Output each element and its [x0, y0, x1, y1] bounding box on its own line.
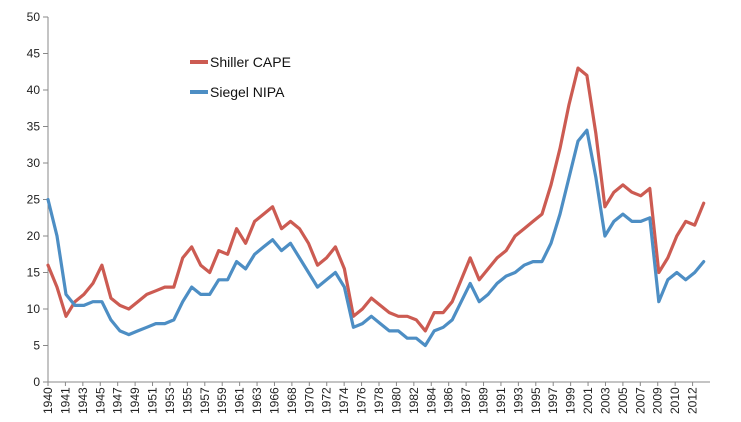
y-tick-label: 30	[27, 156, 41, 170]
x-tick-label: 1970	[302, 387, 316, 414]
x-tick-label: 1961	[233, 387, 247, 414]
x-tick-label: 1959	[215, 387, 229, 414]
series-line-siegel-nipa	[46, 128, 706, 348]
y-tick-label: 45	[27, 47, 41, 61]
y-tick-label: 25	[27, 193, 41, 207]
x-tick-label: 1940	[41, 387, 55, 414]
x-tick-label: 2010	[668, 387, 682, 414]
series-line-shiller-cape	[46, 66, 706, 333]
x-tick-label: 1947	[111, 387, 125, 414]
x-tick-label: 1968	[285, 387, 299, 414]
x-tick-label: 1945	[93, 387, 107, 414]
x-tick-label: 1989	[477, 387, 491, 414]
x-tick-label: 1991	[494, 387, 508, 414]
x-tick-label: 2005	[616, 387, 630, 414]
x-tick-label: 1957	[198, 387, 212, 414]
y-tick-label: 35	[27, 120, 41, 134]
y-tick-label: 20	[27, 229, 41, 243]
x-tick-label: 1943	[76, 387, 90, 414]
x-tick-label: 1982	[407, 387, 421, 414]
x-tick-label: 1976	[355, 387, 369, 414]
x-tick-label: 1995	[529, 387, 543, 414]
x-tick-label: 1984	[424, 387, 438, 414]
x-tick-label: 1966	[267, 387, 281, 414]
y-tick-label: 40	[27, 83, 41, 97]
x-axis: 1940 1941 1943 1945 1947 1949 1951 1953 1955 1957…	[41, 381, 710, 414]
x-tick-label: 2003	[598, 387, 612, 414]
x-tick-label: 1980	[389, 387, 403, 414]
legend-label: Shiller CAPE	[210, 54, 291, 70]
x-tick-label: 1949	[128, 387, 142, 414]
series-layer	[46, 66, 706, 348]
x-tick-label: 2001	[581, 387, 595, 414]
x-tick-label: 1963	[250, 387, 264, 414]
y-tick-label: 0	[33, 375, 40, 389]
x-tick-label: 1986	[442, 387, 456, 414]
x-tick-label: 1972	[320, 387, 334, 414]
y-tick-label: 15	[27, 266, 41, 280]
y-tick-label: 50	[27, 10, 41, 24]
legend-label: Siegel NIPA	[210, 84, 285, 100]
x-tick-label: 1974	[337, 387, 351, 414]
x-tick-label: 1953	[163, 387, 177, 414]
x-tick-label: 1997	[546, 387, 560, 414]
y-axis: 0 5 10 15 20 25 30 35 40 45 50	[27, 10, 49, 389]
x-tick-label: 2007	[633, 387, 647, 414]
x-tick-label: 1955	[180, 387, 194, 414]
y-tick-label: 5	[33, 339, 40, 353]
x-tick-label: 1999	[564, 387, 578, 414]
x-tick-label: 2012	[686, 387, 700, 414]
x-tick-label: 2009	[651, 387, 665, 414]
x-tick-label: 1993	[511, 387, 525, 414]
y-tick-label: 10	[27, 302, 41, 316]
x-tick-label: 1978	[372, 387, 386, 414]
x-tick-label: 1941	[58, 387, 72, 414]
x-tick-label: 1951	[146, 387, 160, 414]
legend: Shiller CAPE Siegel NIPA	[190, 54, 291, 100]
x-tick-label: 1987	[459, 387, 473, 414]
